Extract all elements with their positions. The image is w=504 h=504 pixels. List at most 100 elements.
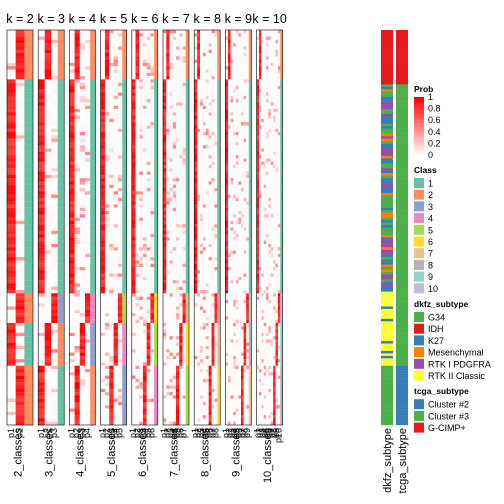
prob-cell	[169, 148, 173, 152]
class-cell	[122, 145, 127, 149]
prob-cell	[150, 290, 155, 294]
prob-cell	[113, 392, 119, 396]
prob-cell	[131, 214, 136, 218]
prob-cell	[208, 151, 212, 156]
prob-cell	[211, 372, 215, 376]
prob-cell	[7, 418, 16, 422]
class-cell	[90, 230, 96, 235]
prob-cell	[169, 398, 173, 403]
class-cell	[122, 72, 127, 77]
prob-cell	[194, 62, 198, 67]
prob-cell	[117, 375, 123, 380]
class-cell	[185, 273, 189, 278]
prob-cell	[211, 128, 215, 133]
prob-cell	[51, 230, 58, 235]
prob-cell	[163, 217, 167, 222]
prob-cell	[214, 309, 218, 314]
prob-cell	[44, 224, 52, 228]
prob-cell	[51, 132, 58, 136]
prob-cell	[69, 125, 75, 129]
prob-cell	[38, 125, 45, 129]
class-cell	[57, 158, 65, 162]
prob-cell	[172, 250, 177, 254]
prob-cell	[15, 382, 25, 386]
class-cell	[154, 230, 158, 235]
prob-cell	[139, 135, 144, 139]
prob-cell	[202, 105, 206, 110]
prob-cell	[146, 270, 151, 274]
prob-cell	[113, 201, 119, 205]
prob-cell	[182, 263, 186, 268]
prob-cell	[163, 263, 167, 268]
prob-cell	[74, 309, 80, 314]
prob-cell	[109, 250, 114, 254]
class-cell	[122, 299, 127, 304]
prob-cell	[117, 217, 123, 222]
prob-cell	[7, 174, 16, 179]
class-cell	[185, 342, 189, 347]
prob-cell	[38, 181, 45, 185]
prob-cell	[214, 46, 218, 50]
prob-cell	[51, 418, 58, 422]
prob-cell	[199, 138, 204, 143]
prob-cell	[197, 362, 201, 366]
prob-cell	[79, 30, 86, 34]
prob-cell	[113, 329, 119, 333]
prob-cell	[51, 201, 58, 205]
class-cell	[217, 362, 221, 366]
prob-cell	[131, 352, 136, 357]
prob-cell	[197, 89, 201, 93]
prob-cell	[74, 151, 80, 156]
prob-cell	[208, 224, 212, 228]
class-cell	[185, 148, 189, 152]
prob-cell	[208, 240, 212, 245]
prob-cell	[15, 188, 25, 192]
prob-cell	[117, 336, 123, 340]
class-cell	[90, 109, 96, 113]
prob-cell	[163, 155, 167, 159]
class-cell	[24, 230, 33, 235]
prob-cell	[142, 72, 147, 77]
prob-cell	[179, 112, 183, 116]
prob-cell	[182, 332, 186, 337]
prob-cell	[104, 69, 110, 73]
prob-cell	[7, 303, 16, 307]
prob-cell	[211, 174, 215, 179]
class-cell	[57, 125, 65, 129]
prob-cell	[205, 290, 209, 294]
prob-cell	[100, 388, 106, 393]
class-cell	[90, 280, 96, 284]
class-cell	[90, 378, 96, 383]
prob-cell	[150, 164, 155, 169]
prob-cell	[166, 359, 170, 363]
prob-cell	[176, 36, 180, 41]
prob-cell	[199, 184, 204, 189]
class-cell	[90, 336, 96, 340]
prob-cell	[202, 280, 206, 284]
class-cell	[57, 243, 65, 248]
prob-cell	[131, 85, 136, 90]
column-label: p1	[67, 428, 77, 438]
prob-cell	[109, 346, 114, 350]
prob-cell	[199, 118, 204, 123]
prob-cell	[117, 30, 123, 34]
class-cell	[24, 316, 33, 320]
prob-cell	[69, 132, 75, 136]
class-cell	[217, 283, 221, 287]
prob-cell	[117, 197, 123, 202]
prob-cell	[194, 352, 198, 357]
prob-cell	[142, 36, 147, 41]
prob-cell	[7, 349, 16, 353]
prob-cell	[172, 336, 177, 340]
prob-cell	[214, 220, 218, 225]
prob-cell	[202, 181, 206, 185]
prob-cell	[117, 296, 123, 301]
prob-cell	[150, 82, 155, 87]
prob-cell	[15, 56, 25, 60]
prob-cell	[205, 201, 209, 205]
prob-cell	[51, 339, 58, 343]
prob-cell	[113, 217, 119, 222]
prob-cell	[166, 122, 170, 126]
prob-cell	[150, 230, 155, 235]
prob-cell	[139, 79, 144, 83]
